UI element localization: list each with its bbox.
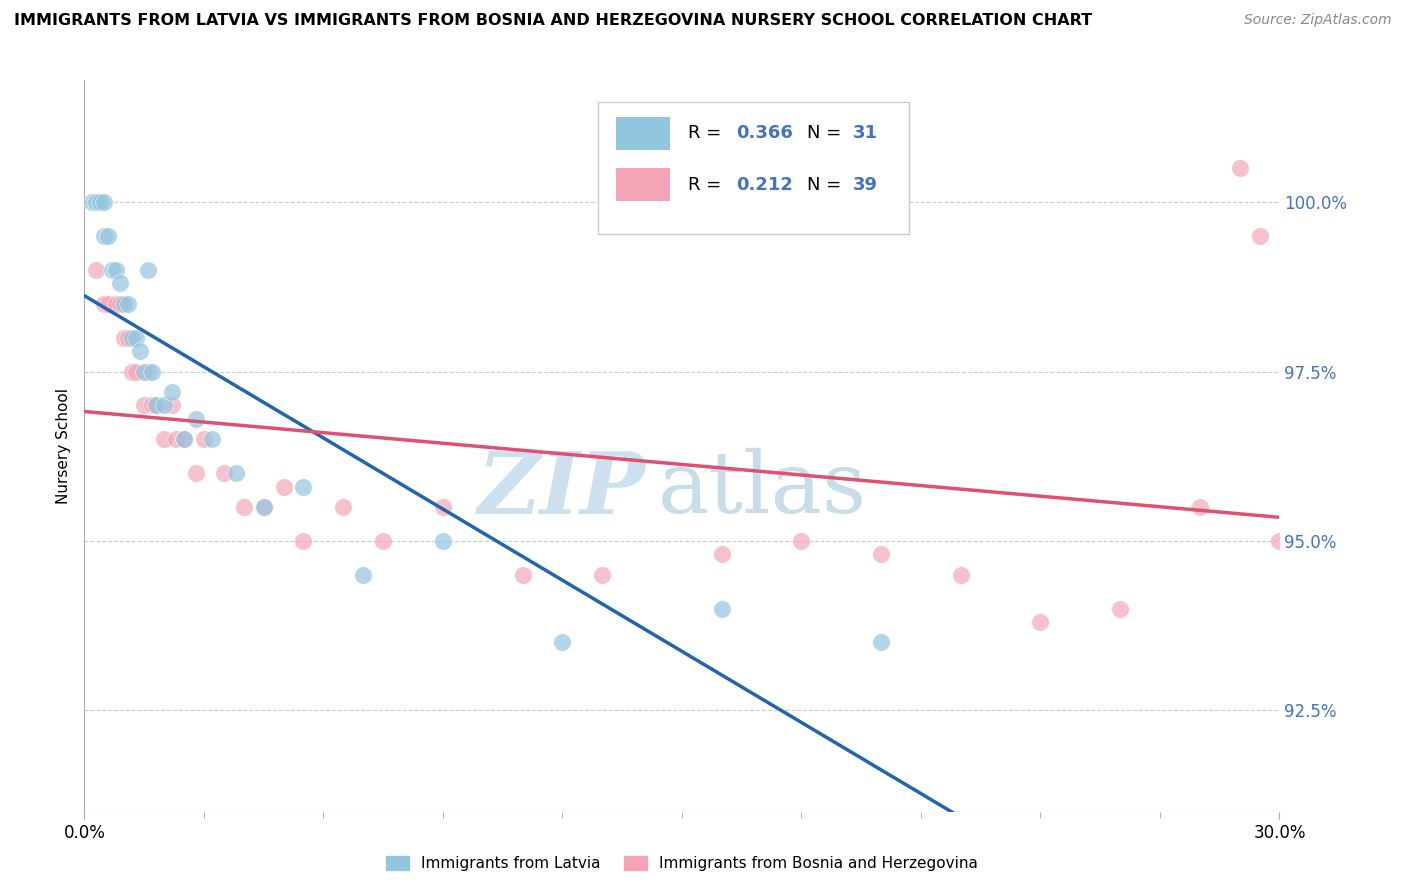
- Point: [1229, 161, 1251, 176]
- Point: [153, 432, 176, 446]
- Point: [184, 466, 207, 480]
- Point: [710, 601, 733, 615]
- Point: [145, 398, 167, 412]
- Point: [89, 195, 111, 210]
- Point: [432, 500, 454, 514]
- Point: [117, 331, 139, 345]
- Text: ZIP: ZIP: [478, 448, 647, 532]
- Point: [145, 398, 167, 412]
- Point: [105, 263, 128, 277]
- Point: [141, 398, 163, 412]
- Point: [101, 263, 124, 277]
- Point: [332, 500, 354, 514]
- Point: [253, 500, 276, 514]
- Text: Source: ZipAtlas.com: Source: ZipAtlas.com: [1244, 13, 1392, 28]
- Point: [153, 398, 176, 412]
- Point: [1249, 229, 1271, 244]
- Y-axis label: Nursery School: Nursery School: [56, 388, 72, 504]
- Point: [105, 297, 128, 311]
- Point: [97, 229, 120, 244]
- Point: [373, 533, 395, 548]
- Point: [790, 533, 813, 548]
- Point: [160, 384, 183, 399]
- Point: [121, 364, 143, 378]
- Point: [173, 432, 195, 446]
- Point: [125, 364, 148, 378]
- Text: N =: N =: [807, 176, 848, 194]
- Point: [225, 466, 247, 480]
- Bar: [599, 103, 910, 234]
- Point: [93, 195, 115, 210]
- Point: [132, 398, 156, 412]
- Point: [1268, 533, 1291, 548]
- Point: [870, 635, 893, 649]
- Point: [551, 635, 574, 649]
- Point: [121, 331, 143, 345]
- Point: [110, 277, 132, 291]
- Point: [173, 432, 195, 446]
- Point: [112, 297, 135, 311]
- Point: [82, 195, 104, 210]
- Legend: Immigrants from Latvia, Immigrants from Bosnia and Herzegovina: Immigrants from Latvia, Immigrants from …: [380, 850, 984, 878]
- Point: [253, 500, 276, 514]
- Point: [93, 229, 115, 244]
- Point: [1109, 601, 1132, 615]
- Point: [870, 547, 893, 561]
- Point: [212, 466, 235, 480]
- Text: atlas: atlas: [658, 449, 868, 532]
- Point: [110, 297, 132, 311]
- Point: [352, 567, 374, 582]
- Bar: [616, 117, 671, 150]
- Point: [232, 500, 254, 514]
- Point: [184, 412, 207, 426]
- Point: [132, 364, 156, 378]
- Text: 39: 39: [853, 176, 877, 194]
- Point: [512, 567, 534, 582]
- Point: [273, 480, 295, 494]
- Text: R =: R =: [688, 124, 727, 143]
- Text: 0.366: 0.366: [735, 124, 793, 143]
- Point: [193, 432, 215, 446]
- Point: [86, 263, 108, 277]
- Point: [141, 364, 163, 378]
- Point: [201, 432, 224, 446]
- Point: [591, 567, 613, 582]
- Point: [432, 533, 454, 548]
- Point: [165, 432, 187, 446]
- Point: [292, 480, 315, 494]
- Text: 31: 31: [853, 124, 877, 143]
- Text: R =: R =: [688, 176, 727, 194]
- Point: [1029, 615, 1052, 629]
- Point: [112, 331, 135, 345]
- Point: [949, 567, 972, 582]
- Point: [292, 533, 315, 548]
- Point: [93, 297, 115, 311]
- Point: [97, 297, 120, 311]
- Bar: [616, 168, 671, 201]
- Point: [136, 263, 159, 277]
- Text: N =: N =: [807, 124, 848, 143]
- Point: [86, 195, 108, 210]
- Text: IMMIGRANTS FROM LATVIA VS IMMIGRANTS FROM BOSNIA AND HERZEGOVINA NURSERY SCHOOL : IMMIGRANTS FROM LATVIA VS IMMIGRANTS FRO…: [14, 13, 1092, 29]
- Point: [160, 398, 183, 412]
- Point: [125, 331, 148, 345]
- Text: 0.212: 0.212: [735, 176, 793, 194]
- Point: [1188, 500, 1211, 514]
- Point: [710, 547, 733, 561]
- Point: [136, 364, 159, 378]
- Point: [117, 297, 139, 311]
- Point: [129, 344, 152, 359]
